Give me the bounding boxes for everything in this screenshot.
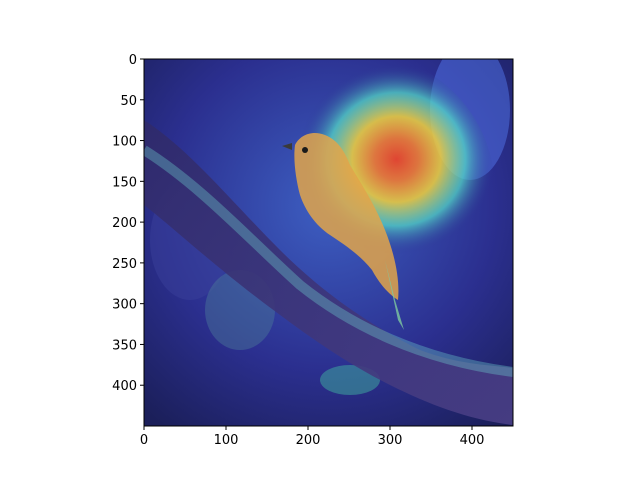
x-tick-label: 300	[378, 433, 403, 448]
plot-frame	[143, 58, 514, 427]
y-tick-label: 250	[112, 257, 137, 272]
y-tick-label: 0	[129, 53, 137, 68]
x-tick-label: 400	[460, 433, 485, 448]
y-tick-label: 200	[112, 216, 137, 231]
x-tick-label: 100	[214, 433, 239, 448]
y-axis: 0 50 100 150 200 250 300 350 400	[112, 53, 144, 394]
y-tick-label: 350	[112, 338, 137, 353]
y-tick-label: 150	[112, 175, 137, 190]
y-tick-label: 400	[112, 379, 137, 394]
x-axis: 0 100 200 300 400	[140, 426, 485, 448]
y-tick-label: 300	[112, 298, 137, 313]
x-tick-label: 200	[296, 433, 321, 448]
x-tick-label: 0	[140, 433, 148, 448]
heatmap-image	[144, 59, 513, 426]
y-tick-label: 50	[120, 94, 137, 109]
bird-icon	[282, 133, 404, 330]
y-tick-label: 100	[112, 135, 137, 150]
